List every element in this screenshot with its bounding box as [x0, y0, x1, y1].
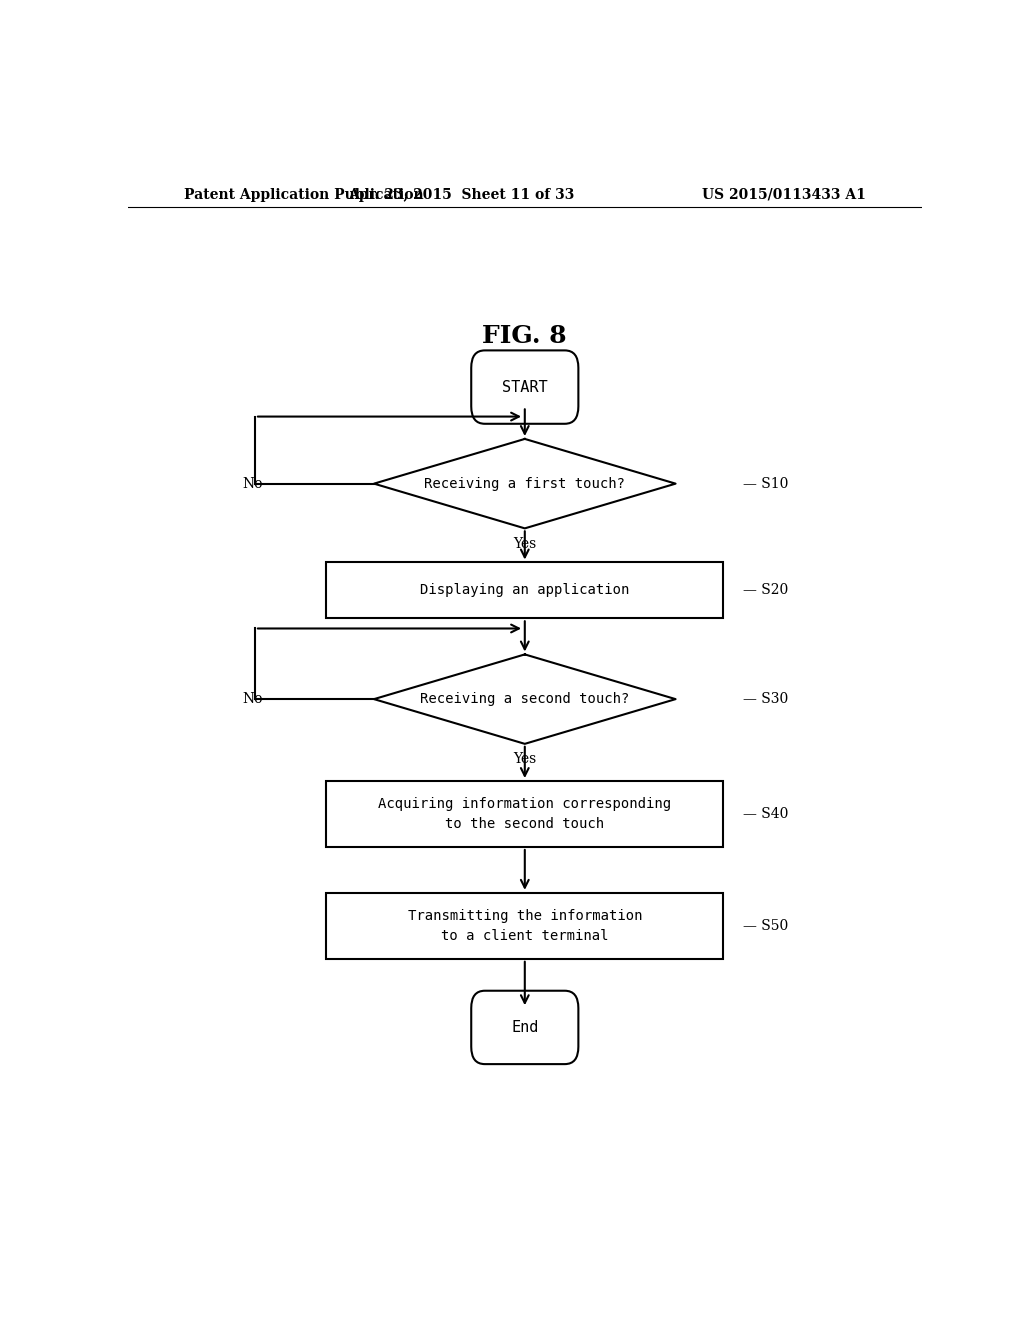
Polygon shape [374, 440, 676, 528]
Text: — S10: — S10 [743, 477, 788, 491]
Text: No: No [243, 477, 263, 491]
Text: Yes: Yes [513, 752, 537, 766]
FancyBboxPatch shape [471, 991, 579, 1064]
Text: Yes: Yes [513, 536, 537, 550]
Text: Receiving a first touch?: Receiving a first touch? [424, 477, 626, 491]
Text: START: START [502, 380, 548, 395]
Text: — S20: — S20 [743, 583, 788, 598]
Text: Receiving a second touch?: Receiving a second touch? [420, 692, 630, 706]
Text: — S40: — S40 [743, 807, 788, 821]
Bar [327, 562, 723, 618]
FancyBboxPatch shape [471, 350, 579, 424]
Bar [327, 781, 723, 847]
Text: No: No [243, 692, 263, 706]
Text: Patent Application Publication: Patent Application Publication [183, 187, 423, 202]
Text: Acquiring information corresponding
to the second touch: Acquiring information corresponding to t… [378, 797, 672, 830]
Text: — S50: — S50 [743, 919, 788, 933]
Polygon shape [374, 655, 676, 744]
Bar [327, 892, 723, 958]
Text: End: End [511, 1020, 539, 1035]
Text: Apr. 23, 2015  Sheet 11 of 33: Apr. 23, 2015 Sheet 11 of 33 [348, 187, 574, 202]
Text: — S30: — S30 [743, 692, 788, 706]
Text: Transmitting the information
to a client terminal: Transmitting the information to a client… [408, 909, 642, 942]
Text: FIG. 8: FIG. 8 [482, 325, 567, 348]
Text: Displaying an application: Displaying an application [420, 583, 630, 598]
Text: US 2015/0113433 A1: US 2015/0113433 A1 [702, 187, 866, 202]
